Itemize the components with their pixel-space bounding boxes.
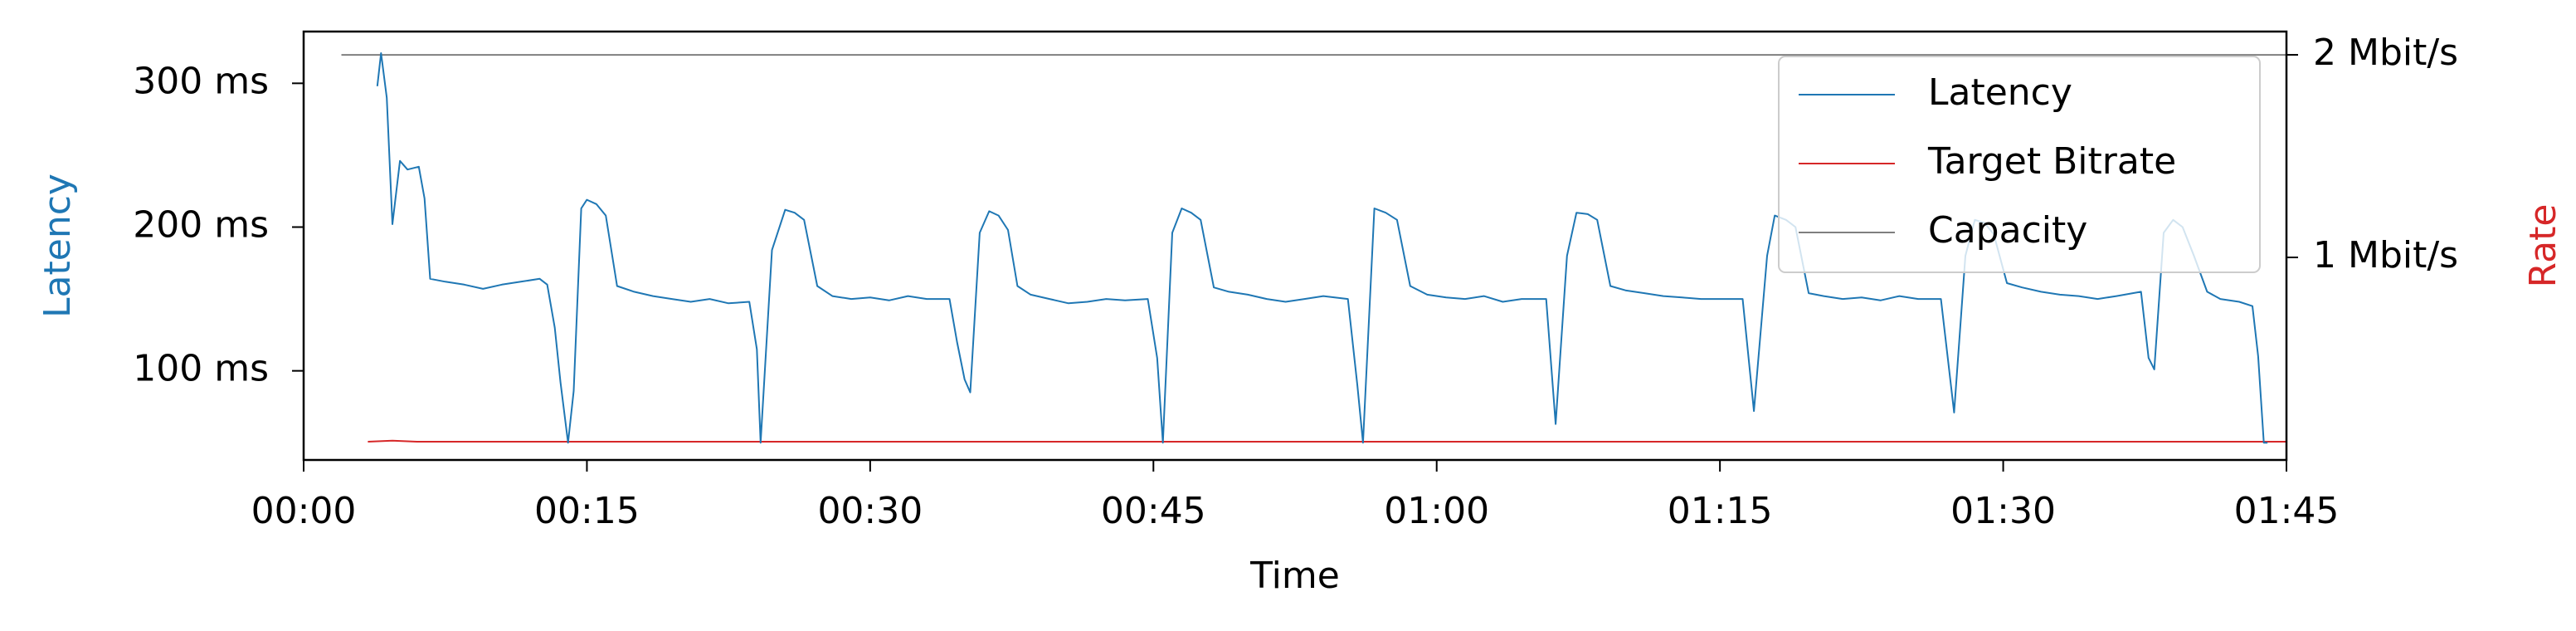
legend-label: Latency: [1928, 71, 2072, 114]
x-tick-label: 01:30: [1950, 490, 2056, 532]
y-tick-label: 100 ms: [133, 348, 269, 390]
x-tick-label: 01:45: [2234, 490, 2340, 532]
legend-box: [1778, 56, 2261, 273]
x-tick-label: 00:00: [251, 490, 357, 532]
y2-axis-label: Rate: [2522, 204, 2564, 288]
x-tick-label: 00:45: [1101, 490, 1206, 532]
y2-tick-label: 1 Mbit/s: [2313, 234, 2458, 276]
x-tick-label: 01:00: [1384, 490, 1489, 532]
series-line: [368, 439, 2286, 443]
x-axis-label: Time: [1249, 555, 1340, 597]
y-tick-label: 200 ms: [133, 203, 269, 246]
x-tick-label: 00:15: [534, 490, 640, 532]
legend-label: Capacity: [1928, 209, 2087, 252]
y-axis-label: Latency: [37, 174, 79, 318]
y-tick-label: 300 ms: [133, 60, 269, 102]
legend-label: Target Bitrate: [1927, 140, 2176, 183]
x-tick-label: 00:30: [817, 490, 923, 532]
x-tick-label: 01:15: [1668, 490, 1773, 532]
y2-tick-label: 2 Mbit/s: [2313, 32, 2458, 74]
plot-frame: [302, 30, 2288, 462]
